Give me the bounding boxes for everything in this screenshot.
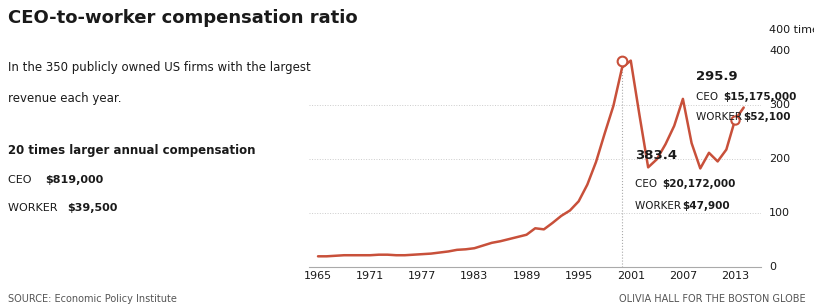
Text: 400: 400	[769, 46, 790, 56]
Text: revenue each year.: revenue each year.	[8, 92, 121, 105]
Text: WORKER: WORKER	[8, 203, 61, 213]
Text: 0: 0	[769, 262, 777, 272]
Text: CEO: CEO	[696, 92, 721, 102]
Text: $52,100: $52,100	[743, 112, 790, 122]
Text: CEO: CEO	[635, 179, 660, 189]
Text: 100: 100	[769, 208, 790, 218]
Text: $20,172,000: $20,172,000	[662, 179, 735, 189]
Text: 400 times: 400 times	[769, 25, 814, 35]
Text: WORKER: WORKER	[635, 201, 685, 211]
Text: CEO: CEO	[8, 175, 35, 185]
Text: 295.9: 295.9	[696, 70, 737, 83]
Text: $15,175,000: $15,175,000	[723, 92, 796, 102]
Text: 20 times larger annual compensation: 20 times larger annual compensation	[8, 144, 256, 157]
Text: $39,500: $39,500	[68, 203, 118, 213]
Text: $47,900: $47,900	[682, 201, 730, 211]
Text: CEO-to-worker compensation ratio: CEO-to-worker compensation ratio	[8, 9, 358, 27]
Text: 300: 300	[769, 100, 790, 110]
Text: In the 350 publicly owned US firms with the largest: In the 350 publicly owned US firms with …	[8, 61, 311, 74]
Text: OLIVIA HALL FOR THE BOSTON GLOBE: OLIVIA HALL FOR THE BOSTON GLOBE	[619, 294, 806, 304]
Text: 383.4: 383.4	[635, 150, 677, 162]
Text: $819,000: $819,000	[45, 175, 103, 185]
Text: 200: 200	[769, 154, 790, 164]
Text: WORKER: WORKER	[696, 112, 745, 122]
Text: SOURCE: Economic Policy Institute: SOURCE: Economic Policy Institute	[8, 294, 177, 304]
